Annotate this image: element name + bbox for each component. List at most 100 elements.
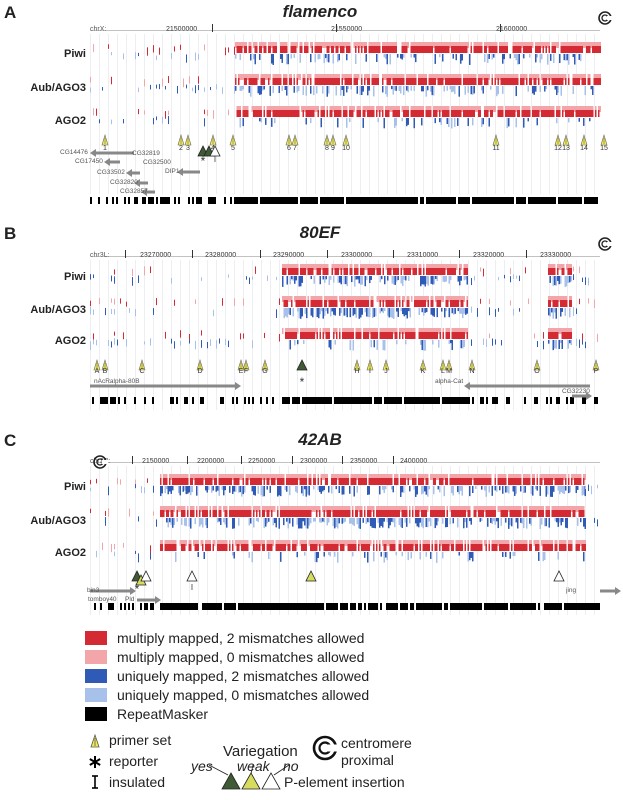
repeatmasker-bar xyxy=(400,197,402,204)
unique-bar xyxy=(446,118,448,125)
multi2-bar xyxy=(505,78,507,85)
multi2-bar xyxy=(187,478,189,485)
unique-bar-sparse xyxy=(108,339,109,346)
repeatmasker-bar xyxy=(370,397,372,404)
multi0-bar xyxy=(386,506,388,512)
multi0-bar xyxy=(244,42,246,48)
multi-bar-sparse xyxy=(174,46,175,52)
unique-bar-sparse xyxy=(510,276,511,283)
multi0-bar xyxy=(421,506,423,512)
multi2-bar xyxy=(212,510,214,517)
multi2-bar xyxy=(461,510,463,517)
multi2-bar xyxy=(287,478,289,485)
multi0-bar xyxy=(568,540,570,546)
multi2-bar xyxy=(580,478,582,485)
multi0-bar xyxy=(550,540,552,546)
multi0-bar xyxy=(564,328,566,334)
guide-line xyxy=(171,260,172,410)
multi0-bar xyxy=(361,296,363,302)
multi2-bar xyxy=(422,110,424,117)
multi-bar-sparse xyxy=(153,511,154,516)
unique-bar xyxy=(397,276,399,281)
unique-bar xyxy=(223,486,225,496)
unique-bar xyxy=(409,486,411,492)
multi2-bar xyxy=(364,78,366,85)
guide-line xyxy=(378,260,379,410)
multi0-bar xyxy=(336,296,338,302)
multi0-bar xyxy=(292,474,294,480)
multi2-bar xyxy=(378,268,380,275)
multi0-bar xyxy=(458,106,460,112)
unique-bar xyxy=(169,518,171,523)
repeatmasker-bar xyxy=(486,397,488,404)
multi0-bar xyxy=(239,506,241,512)
unique-bar xyxy=(520,486,522,492)
multi2-bar xyxy=(503,78,505,85)
unique-bar xyxy=(391,518,393,522)
repeatmasker-bar xyxy=(376,197,378,204)
multi2-bar xyxy=(178,478,180,485)
multi2-bar xyxy=(241,510,243,517)
multi2-bar xyxy=(554,544,556,551)
multi2-bar xyxy=(554,46,556,53)
multi0-bar xyxy=(434,74,436,80)
multi2-bar xyxy=(352,544,354,551)
multi2-bar xyxy=(256,78,258,85)
repeatmasker-bar xyxy=(116,197,118,204)
multi2-bar xyxy=(446,46,448,53)
guide-line xyxy=(135,466,136,615)
unique-bar xyxy=(391,486,393,490)
repeatmasker-bar xyxy=(376,397,378,404)
multi2-bar xyxy=(487,78,489,85)
unique-bar xyxy=(268,518,270,522)
unique-bar xyxy=(359,518,361,529)
unique-bar xyxy=(281,54,283,63)
multi0-bar xyxy=(296,506,298,512)
repeatmasker-bar xyxy=(480,397,482,404)
multi2-bar xyxy=(363,268,365,275)
multi0-bar xyxy=(282,264,284,270)
multi2-bar xyxy=(583,510,585,517)
unique-bar xyxy=(572,86,574,94)
multi2-bar xyxy=(556,110,558,117)
unique-bar xyxy=(340,308,342,313)
multi0-bar xyxy=(523,106,525,112)
multi0-bar xyxy=(376,506,378,512)
multi0-bar xyxy=(572,506,574,512)
unique-bar-sparse xyxy=(111,119,112,125)
repeatmasker-bar xyxy=(536,197,538,204)
unique-bar xyxy=(319,54,321,59)
multi2-bar xyxy=(272,110,274,117)
unique-bar xyxy=(502,552,504,557)
multi2-bar xyxy=(398,510,400,517)
unique-bar xyxy=(454,118,456,127)
multi0-bar xyxy=(445,106,447,112)
multi0-bar xyxy=(475,506,477,512)
multi2-bar xyxy=(275,78,277,85)
multi0-bar xyxy=(256,474,258,480)
multi0-bar xyxy=(263,506,265,512)
unique-bar xyxy=(346,86,348,93)
repeatmasker-bar xyxy=(474,197,476,204)
multi2-bar xyxy=(336,300,338,307)
multi0-bar xyxy=(461,106,463,112)
multi0-bar xyxy=(515,540,517,546)
multi0-bar xyxy=(182,474,184,480)
multi0-bar xyxy=(487,106,489,112)
multi0-bar xyxy=(538,42,540,48)
unique-bar xyxy=(560,86,562,96)
multi0-bar xyxy=(303,328,305,334)
multi0-bar xyxy=(209,540,211,546)
repeatmasker-bar xyxy=(446,397,448,404)
multi0-bar xyxy=(305,474,307,480)
multi0-bar xyxy=(297,328,299,334)
multi0-bar xyxy=(274,74,276,80)
multi0-bar xyxy=(499,42,501,48)
multi0-bar xyxy=(281,42,283,48)
repeatmasker-bar xyxy=(248,197,250,204)
unique-bar-sparse xyxy=(129,308,130,313)
unique-bar xyxy=(299,54,301,63)
multi2-bar xyxy=(520,78,522,85)
multi2-bar xyxy=(349,544,351,551)
multi2-bar xyxy=(415,46,417,53)
